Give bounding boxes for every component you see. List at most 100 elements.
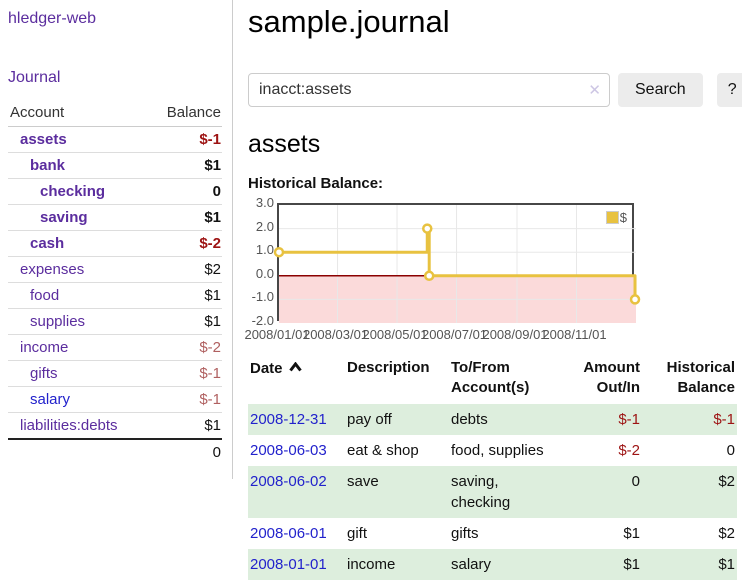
search-button[interactable]: Search [618, 73, 703, 107]
account-balance: $-1 [148, 386, 222, 413]
account-link-saving[interactable]: saving [40, 209, 88, 226]
x-axis-tick-label: 2008/01/01 [244, 327, 310, 342]
y-axis-tick-label: -2.0 [251, 313, 274, 328]
register-header-row: Date Description To/From Account(s) Amou… [248, 356, 737, 404]
transaction-accounts: gifts [451, 525, 479, 542]
x-axis-tick-label: 2008/11/01 [542, 327, 607, 342]
balance-header: Historical Balance [666, 359, 735, 396]
amount-header: Amount Out/In [583, 359, 640, 396]
account-link-gifts[interactable]: gifts [30, 365, 58, 382]
account-link-checking[interactable]: checking [40, 183, 106, 200]
search-form: ✕ Search ? [248, 73, 742, 107]
transaction-date-link[interactable]: 2008-06-03 [250, 442, 327, 459]
account-link-food[interactable]: food [30, 287, 60, 304]
transaction-amount: $1 [561, 549, 642, 580]
register-row: 2008-06-03 eat & shop food, supplies $-2… [248, 435, 737, 466]
y-axis-tick-label: 1.0 [255, 242, 274, 258]
transaction-description: save [345, 466, 449, 518]
account-row: gifts $-1 [8, 360, 222, 387]
transaction-description: income [345, 549, 449, 580]
x-axis-tick-label: 2008/05/01 [362, 327, 428, 342]
transaction-date-link[interactable]: 2008-06-01 [250, 525, 327, 542]
account-column-header: Account [8, 102, 149, 127]
y-axis-tick-label: -1.0 [251, 289, 274, 305]
transaction-amount: $-1 [561, 404, 642, 435]
account-link-supplies[interactable]: supplies [30, 313, 86, 330]
sort-ascending-icon [288, 358, 302, 378]
account-balance: $1 [148, 282, 222, 309]
legend-label: $ [619, 210, 627, 225]
account-balance: $2 [148, 256, 222, 283]
account-row: expenses $2 [8, 256, 222, 283]
sort-by-date-header[interactable]: Date [248, 356, 345, 404]
transaction-accounts: debts [449, 404, 561, 435]
main-content: sample.journal ✕ Search ? assets Histori… [244, 0, 742, 580]
account-row: liabilities:debts $1 [8, 412, 222, 440]
account-row: food $1 [8, 282, 222, 309]
transaction-accounts: saving, checking [449, 466, 561, 518]
transaction-date-link[interactable]: 2008-01-01 [250, 556, 327, 573]
account-balance: $1 [148, 152, 222, 179]
account-row: salary $-1 [8, 386, 222, 413]
description-header: Description [347, 359, 430, 376]
account-row: bank $1 [8, 152, 222, 179]
balance-column-header: Balance [148, 102, 222, 127]
account-row: income $-2 [8, 334, 222, 361]
help-button[interactable]: ? [716, 73, 742, 107]
accounts-table: Account Balance assets $-1 bank $1 check… [8, 102, 222, 465]
search-input[interactable] [248, 73, 610, 107]
chart-legend: $ [603, 208, 629, 227]
account-link-liabilities-debts[interactable]: liabilities:debts [20, 417, 118, 434]
account-balance: $1 [148, 204, 222, 231]
register-row: 2008-06-02 save saving, checking 0 $2 [248, 466, 737, 518]
account-link-income[interactable]: income [20, 339, 69, 356]
transaction-date-link[interactable]: 2008-12-31 [250, 411, 327, 428]
transaction-amount: $-2 [618, 442, 640, 459]
sidebar: hledger-web Journal Account Balance asse… [0, 0, 233, 479]
x-axis-tick-label: 2008/03/01 [302, 327, 369, 342]
account-row: checking 0 [8, 178, 222, 205]
transaction-amount: 0 [561, 466, 642, 518]
sidebar-item-journal[interactable]: Journal [8, 69, 61, 86]
accounts-total-balance: 0 [148, 438, 222, 465]
register-row: 2008-01-01 income salary $1 $1 [248, 549, 737, 580]
register-row: 2008-06-01 gift gifts $1 $2 [248, 518, 737, 549]
clear-search-icon[interactable]: ✕ [588, 82, 601, 99]
account-balance: $-2 [148, 230, 222, 257]
account-row: cash $-2 [8, 230, 222, 257]
accounts-total-row: 0 [8, 438, 222, 465]
account-balance: $1 [148, 412, 222, 440]
account-balance: $-1 [148, 126, 222, 153]
legend-swatch [605, 211, 619, 224]
register-row: 2008-12-31 pay off debts $-1 $-1 [248, 404, 737, 435]
transaction-balance: $2 [718, 525, 735, 542]
account-balance: $-1 [148, 360, 222, 387]
account-balance: $-2 [148, 334, 222, 361]
transaction-accounts: food, supplies [451, 442, 544, 459]
y-axis-tick-label: 0.0 [255, 265, 274, 281]
y-axis-tick-label: 3.0 [255, 195, 274, 210]
transaction-balance: 0 [726, 442, 735, 459]
transaction-description: eat & shop [347, 442, 419, 459]
transaction-description: pay off [345, 404, 449, 435]
chart-title: Historical Balance: [248, 175, 384, 192]
transaction-description: gift [347, 525, 368, 542]
account-link-expenses[interactable]: expenses [20, 261, 85, 278]
accounts-header-row: Account Balance [8, 102, 222, 127]
search-box: ✕ [248, 73, 610, 107]
y-axis-tick-label: 2.0 [255, 218, 274, 234]
account-link-assets[interactable]: assets [20, 131, 67, 148]
x-axis-tick-label: 2008/09/01 [482, 327, 548, 342]
app-brand-link[interactable]: hledger-web [8, 10, 97, 27]
account-link-cash[interactable]: cash [30, 235, 65, 252]
transaction-date-link[interactable]: 2008-06-02 [250, 473, 327, 490]
transaction-amount: $1 [623, 525, 640, 542]
account-link-salary[interactable]: salary [30, 391, 71, 408]
historical-balance-chart: $ 3.0 2.0 1.0 0.0 -1.0 -2.0 2008/01/01 2008/03… [244, 195, 740, 342]
transaction-balance: $1 [642, 549, 737, 580]
account-link-bank[interactable]: bank [30, 157, 66, 174]
account-balance: $1 [148, 308, 222, 335]
x-axis-tick-label: 2008/07/01 [421, 327, 488, 342]
register-table: Date Description To/From Account(s) Amou… [248, 356, 737, 580]
account-balance: 0 [148, 178, 222, 205]
